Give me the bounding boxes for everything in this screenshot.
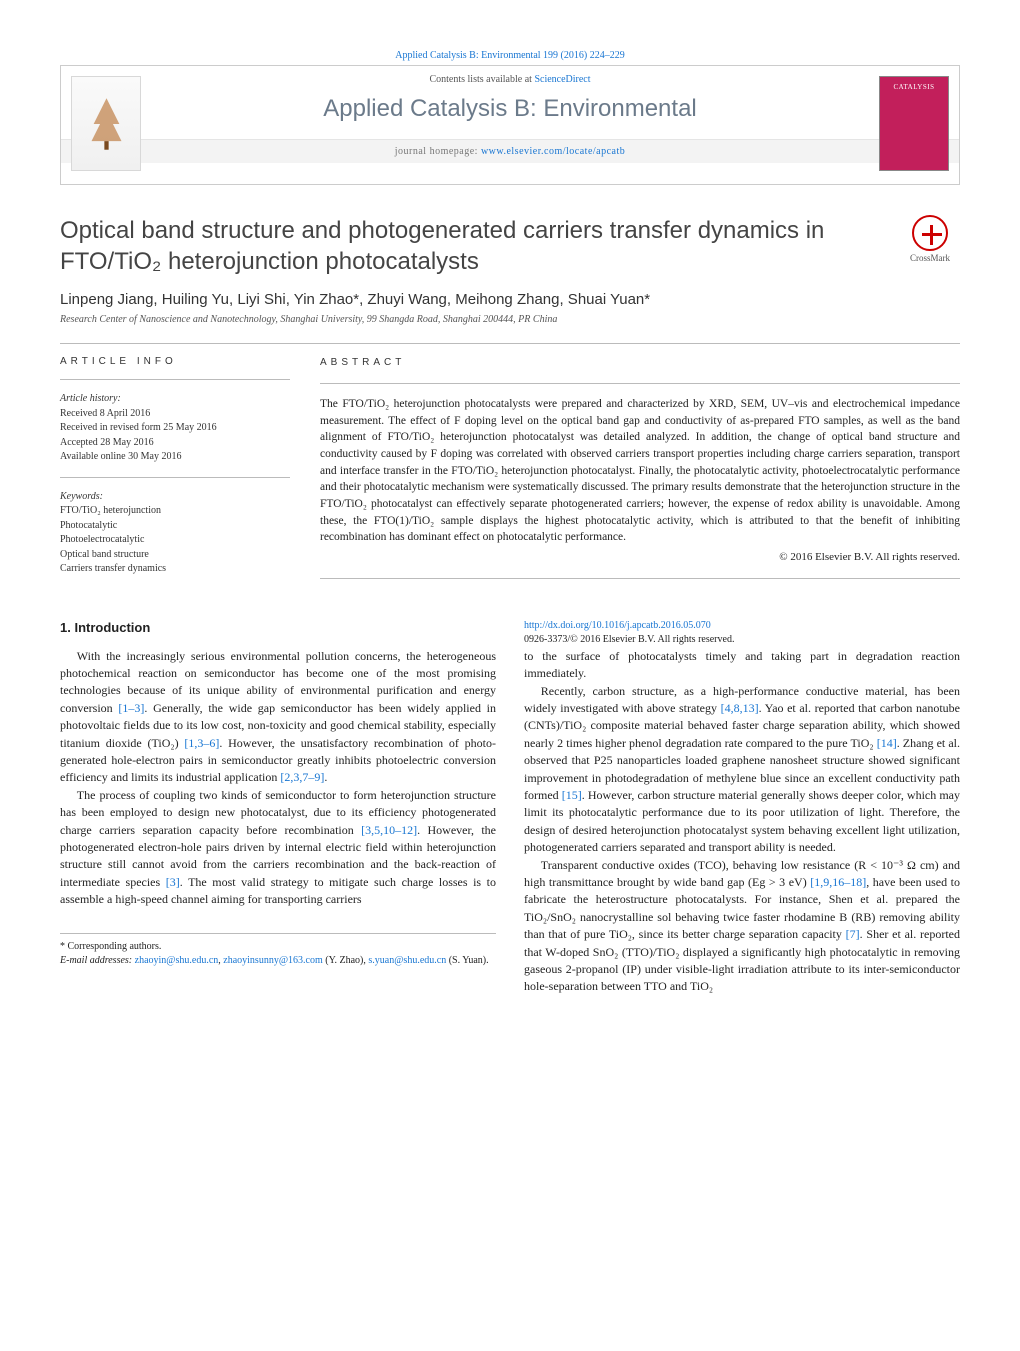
divider bbox=[60, 379, 290, 380]
author-list: Linpeng Jiang, Huiling Yu, Liyi Shi, Yin… bbox=[60, 291, 960, 308]
email-line: E-mail addresses: zhaoyin@shu.edu.cn, zh… bbox=[60, 954, 496, 969]
keyword: Optical band structure bbox=[60, 549, 149, 560]
tree-icon bbox=[84, 94, 129, 154]
elsevier-logo bbox=[71, 76, 141, 171]
homepage-prefix: journal homepage: bbox=[395, 146, 481, 157]
divider bbox=[320, 578, 960, 579]
citation-link[interactable]: [3] bbox=[166, 875, 180, 889]
affiliation: Research Center of Nanoscience and Nanot… bbox=[60, 314, 960, 325]
journal-cover-thumbnail: CATALYSIS bbox=[879, 76, 949, 171]
keyword: Carriers transfer dynamics bbox=[60, 563, 166, 574]
abstract-block: ABSTRACT The FTO/TiO₂ heterojunction pho… bbox=[320, 356, 960, 590]
contents-line: Contents lists available at ScienceDirec… bbox=[61, 74, 959, 85]
email-link[interactable]: zhaoyin@shu.edu.cn bbox=[135, 955, 219, 966]
keywords-block: Keywords: FTO/TiO₂ heterojunction Photoc… bbox=[60, 490, 290, 577]
article-history: Article history: Received 8 April 2016 R… bbox=[60, 392, 290, 465]
history-item: Accepted 28 May 2016 bbox=[60, 437, 154, 448]
doi-link[interactable]: http://dx.doi.org/10.1016/j.apcatb.2016.… bbox=[524, 620, 711, 631]
citation-link[interactable]: [7] bbox=[846, 927, 860, 941]
divider bbox=[60, 343, 960, 344]
citation-link[interactable]: [14] bbox=[877, 736, 897, 750]
page-range-top: Applied Catalysis B: Environmental 199 (… bbox=[60, 50, 960, 61]
email-who: (Y. Zhao), bbox=[325, 955, 366, 966]
history-heading: Article history: bbox=[60, 393, 121, 404]
citation-link[interactable]: [2,3,7–9] bbox=[280, 770, 324, 784]
keyword: Photoelectrocatalytic bbox=[60, 534, 144, 545]
keywords-heading: Keywords: bbox=[60, 491, 103, 502]
keyword: FTO/TiO₂ heterojunction bbox=[60, 505, 161, 516]
history-item: Received 8 April 2016 bbox=[60, 408, 150, 419]
title-row: Optical band structure and photogenerate… bbox=[60, 215, 960, 277]
crossmark-badge[interactable]: CrossMark bbox=[900, 215, 960, 263]
page-root: Applied Catalysis B: Environmental 199 (… bbox=[0, 0, 1020, 1046]
email-who: (S. Yuan). bbox=[449, 955, 489, 966]
doi-block: http://dx.doi.org/10.1016/j.apcatb.2016.… bbox=[524, 619, 960, 648]
cover-label: CATALYSIS bbox=[894, 83, 935, 91]
corresponding-note: * Corresponding authors. bbox=[60, 940, 496, 955]
email-link[interactable]: zhaoyinsunny@163.com bbox=[223, 955, 322, 966]
article-title: Optical band structure and photogenerate… bbox=[60, 215, 880, 277]
abstract-label: ABSTRACT bbox=[320, 356, 960, 371]
body-paragraph: to the surface of photocatalysts timely … bbox=[524, 648, 960, 683]
article-info-block: ARTICLE INFO Article history: Received 8… bbox=[60, 356, 290, 590]
crossmark-label: CrossMark bbox=[910, 253, 950, 263]
divider bbox=[60, 477, 290, 478]
section-heading-intro: 1. Introduction bbox=[60, 619, 496, 638]
citation-link[interactable]: [4,8,13] bbox=[721, 701, 759, 715]
journal-name: Applied Catalysis B: Environmental bbox=[61, 95, 959, 123]
body-paragraph: Recently, carbon structure, as a high-pe… bbox=[524, 683, 960, 857]
citation-link[interactable]: [1,3–6] bbox=[184, 736, 219, 750]
meta-abstract-row: ARTICLE INFO Article history: Received 8… bbox=[60, 356, 960, 590]
body-paragraph: The process of coupling two kinds of sem… bbox=[60, 787, 496, 909]
citation-link[interactable]: [1,9,16–18] bbox=[810, 875, 866, 889]
history-item: Received in revised form 25 May 2016 bbox=[60, 422, 217, 433]
keyword: Photocatalytic bbox=[60, 520, 117, 531]
homepage-link[interactable]: www.elsevier.com/locate/apcatb bbox=[481, 146, 625, 157]
crossmark-icon bbox=[912, 215, 948, 251]
contents-prefix: Contents lists available at bbox=[429, 74, 534, 85]
history-item: Available online 30 May 2016 bbox=[60, 451, 181, 462]
page-range-link[interactable]: Applied Catalysis B: Environmental 199 (… bbox=[395, 50, 624, 61]
citation-link[interactable]: [3,5,10–12] bbox=[361, 823, 417, 837]
footnotes: * Corresponding authors. E-mail addresse… bbox=[60, 933, 496, 969]
citation-link[interactable]: [1–3] bbox=[118, 701, 144, 715]
sciencedirect-link[interactable]: ScienceDirect bbox=[534, 74, 590, 85]
divider bbox=[320, 383, 960, 384]
article-info-label: ARTICLE INFO bbox=[60, 356, 290, 367]
body-paragraph: Transparent conductive oxides (TCO), beh… bbox=[524, 857, 960, 996]
issn-line: 0926-3373/© 2016 Elsevier B.V. All right… bbox=[524, 634, 734, 645]
body-paragraph: With the increasingly serious environmen… bbox=[60, 648, 496, 787]
email-link[interactable]: s.yuan@shu.edu.cn bbox=[368, 955, 446, 966]
homepage-line: journal homepage: www.elsevier.com/locat… bbox=[61, 139, 959, 163]
abstract-copyright: © 2016 Elsevier B.V. All rights reserved… bbox=[320, 550, 960, 566]
email-label: E-mail addresses: bbox=[60, 955, 132, 966]
header-center: Contents lists available at ScienceDirec… bbox=[61, 66, 959, 163]
body-columns: 1. Introduction With the increasingly se… bbox=[60, 619, 960, 996]
abstract-text: The FTO/TiO₂ heterojunction photocatalys… bbox=[320, 396, 960, 546]
journal-header: Contents lists available at ScienceDirec… bbox=[60, 65, 960, 185]
citation-link[interactable]: [15] bbox=[562, 788, 582, 802]
